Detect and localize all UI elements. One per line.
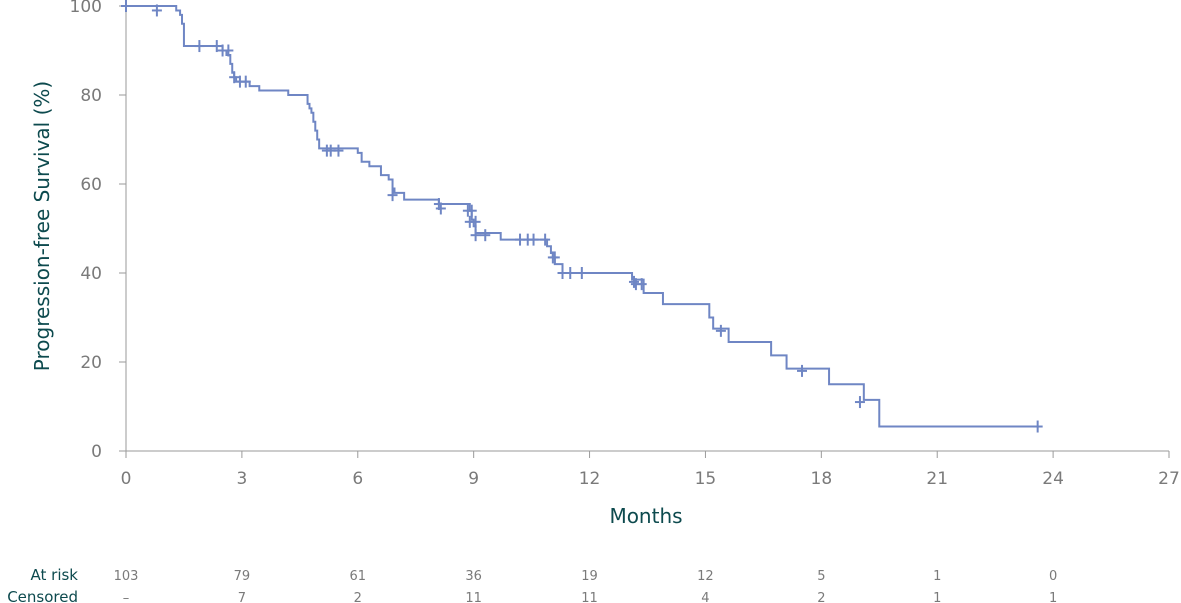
- km-curve-line: [126, 5, 1038, 428]
- risk-value: –: [123, 591, 130, 603]
- x-tick-label: 18: [811, 469, 833, 489]
- risk-value: 1: [933, 569, 941, 584]
- risk-value: 79: [234, 569, 251, 584]
- risk-value: 2: [354, 591, 362, 603]
- risk-value: 19: [581, 569, 598, 584]
- x-ticks: 0 3 6 9 12 15 18 21 24 27: [121, 451, 1180, 489]
- risk-value: 11: [581, 591, 598, 603]
- x-tick-label: 6: [352, 469, 363, 489]
- y-tick-label: 100: [70, 0, 102, 17]
- risk-value: 5: [817, 569, 825, 584]
- x-axis-title: Months: [609, 504, 682, 528]
- risk-row-label: At risk: [31, 566, 79, 584]
- x-tick-label: 9: [468, 469, 479, 489]
- y-tick-label: 60: [80, 175, 102, 195]
- y-tick-label: 0: [91, 442, 102, 462]
- y-tick-label: 40: [80, 264, 102, 284]
- x-tick-label: 12: [579, 469, 601, 489]
- risk-value: 12: [697, 569, 714, 584]
- x-tick-label: 21: [926, 469, 948, 489]
- y-ticks: 0 20 40 60 80 100: [70, 0, 126, 462]
- axes: [125, 6, 1169, 452]
- x-tick-label: 24: [1042, 469, 1064, 489]
- x-tick-label: 0: [121, 469, 132, 489]
- x-tick-label: 15: [695, 469, 717, 489]
- risk-value: 2: [817, 591, 825, 603]
- censor-marks: [121, 0, 1043, 433]
- risk-value: 61: [350, 569, 367, 584]
- risk-value: 36: [465, 569, 482, 584]
- risk-value: 1: [1049, 591, 1057, 603]
- x-tick-label: 27: [1158, 469, 1180, 489]
- risk-value: 7: [238, 591, 246, 603]
- y-tick-label: 20: [80, 353, 102, 373]
- y-axis-title: Progression-free Survival (%): [30, 81, 54, 371]
- risk-value: 4: [701, 591, 709, 603]
- risk-value: 11: [465, 591, 482, 603]
- risk-value: 0: [1049, 569, 1057, 584]
- risk-row-label: Censored: [7, 588, 78, 603]
- x-tick-label: 3: [236, 469, 247, 489]
- risk-value: 1: [933, 591, 941, 603]
- y-tick-label: 80: [80, 86, 102, 106]
- risk-value: 103: [114, 569, 139, 584]
